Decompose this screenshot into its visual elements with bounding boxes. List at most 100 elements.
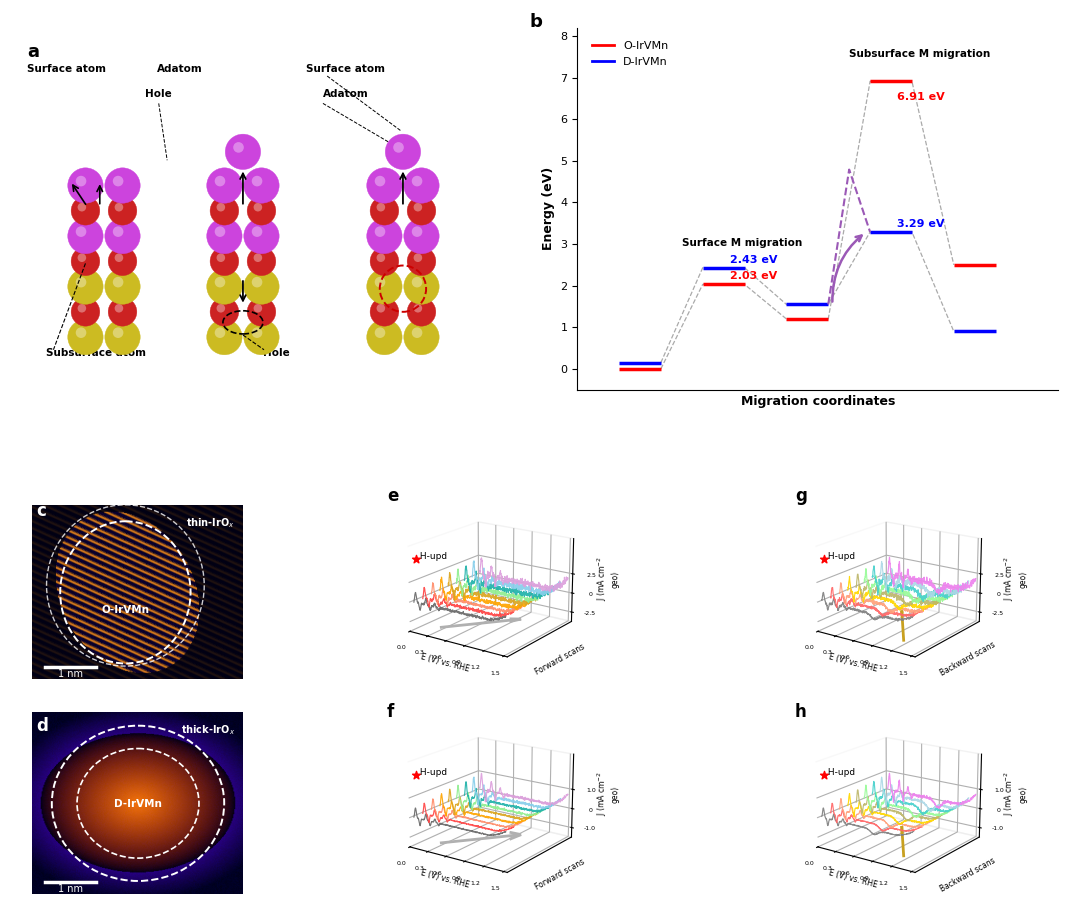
- Circle shape: [254, 203, 262, 211]
- Y-axis label: Energy (eV): Energy (eV): [542, 167, 555, 250]
- Text: Surface atom: Surface atom: [306, 64, 386, 74]
- Circle shape: [375, 277, 386, 288]
- Circle shape: [411, 176, 422, 186]
- Text: Surface M migration: Surface M migration: [681, 238, 802, 248]
- Circle shape: [226, 134, 260, 170]
- Circle shape: [367, 168, 402, 203]
- Circle shape: [211, 298, 239, 326]
- Y-axis label: Backward scans: Backward scans: [939, 856, 997, 893]
- Circle shape: [76, 327, 86, 338]
- Text: thin-IrO$_x$: thin-IrO$_x$: [186, 516, 234, 530]
- Circle shape: [112, 327, 123, 338]
- Circle shape: [71, 196, 99, 225]
- Circle shape: [411, 277, 422, 288]
- Circle shape: [414, 203, 422, 211]
- Circle shape: [407, 298, 436, 326]
- Circle shape: [76, 226, 86, 237]
- Circle shape: [370, 247, 399, 276]
- Text: Surface atom: Surface atom: [27, 64, 106, 74]
- Circle shape: [370, 298, 399, 326]
- Circle shape: [215, 327, 226, 338]
- Text: Subsurface atom: Subsurface atom: [45, 348, 146, 358]
- Text: f: f: [387, 703, 394, 720]
- Circle shape: [114, 304, 123, 313]
- Circle shape: [247, 298, 275, 326]
- Circle shape: [215, 226, 226, 237]
- Circle shape: [377, 203, 386, 211]
- Circle shape: [68, 219, 104, 254]
- Circle shape: [375, 226, 386, 237]
- Text: thick-IrO$_x$: thick-IrO$_x$: [180, 723, 234, 737]
- Circle shape: [108, 247, 137, 276]
- Circle shape: [68, 168, 104, 203]
- Circle shape: [105, 269, 140, 304]
- X-axis label: Migration coordinates: Migration coordinates: [741, 396, 895, 408]
- Circle shape: [206, 168, 242, 203]
- Circle shape: [216, 203, 225, 211]
- Circle shape: [112, 226, 123, 237]
- Circle shape: [367, 219, 402, 254]
- Circle shape: [370, 196, 399, 225]
- Text: Hole: Hole: [264, 348, 291, 358]
- Text: 2.03 eV: 2.03 eV: [730, 271, 778, 281]
- Circle shape: [377, 254, 386, 262]
- Circle shape: [252, 176, 262, 186]
- Circle shape: [252, 226, 262, 237]
- Circle shape: [404, 319, 440, 355]
- Circle shape: [216, 254, 225, 262]
- Circle shape: [233, 142, 244, 153]
- Circle shape: [254, 304, 262, 313]
- X-axis label: E (V) vs. RHE: E (V) vs. RHE: [420, 869, 471, 890]
- Circle shape: [68, 319, 104, 355]
- Circle shape: [367, 319, 402, 355]
- Y-axis label: Backward scans: Backward scans: [939, 640, 997, 678]
- Circle shape: [78, 203, 86, 211]
- Text: 1 nm: 1 nm: [58, 668, 83, 679]
- Circle shape: [247, 196, 275, 225]
- Text: Subsurface M migration: Subsurface M migration: [849, 49, 990, 59]
- Circle shape: [254, 254, 262, 262]
- Circle shape: [108, 298, 137, 326]
- Circle shape: [247, 247, 275, 276]
- Circle shape: [78, 304, 86, 313]
- Circle shape: [367, 269, 402, 304]
- Text: a: a: [27, 42, 39, 61]
- Circle shape: [105, 319, 140, 355]
- Text: b: b: [529, 13, 542, 31]
- Circle shape: [375, 327, 386, 338]
- Circle shape: [206, 219, 242, 254]
- Circle shape: [407, 247, 436, 276]
- Circle shape: [114, 254, 123, 262]
- X-axis label: E (V) vs. RHE: E (V) vs. RHE: [828, 869, 878, 890]
- Text: Adatom: Adatom: [323, 89, 368, 99]
- Text: 2.43 eV: 2.43 eV: [730, 254, 778, 265]
- Text: 1 nm: 1 nm: [58, 884, 83, 894]
- Text: D-IrVMn: D-IrVMn: [114, 799, 162, 809]
- Circle shape: [411, 327, 422, 338]
- Text: O-IrVMn: O-IrVMn: [102, 605, 149, 615]
- Circle shape: [105, 219, 140, 254]
- Circle shape: [71, 247, 99, 276]
- Y-axis label: Forward scans: Forward scans: [534, 857, 586, 892]
- Text: Hole: Hole: [146, 89, 172, 99]
- Circle shape: [112, 176, 123, 186]
- Circle shape: [211, 247, 239, 276]
- Y-axis label: Forward scans: Forward scans: [534, 642, 586, 677]
- Circle shape: [244, 269, 279, 304]
- Text: h: h: [795, 703, 807, 720]
- Circle shape: [108, 196, 137, 225]
- Circle shape: [114, 203, 123, 211]
- Circle shape: [244, 219, 279, 254]
- Circle shape: [375, 176, 386, 186]
- Circle shape: [252, 327, 262, 338]
- Circle shape: [411, 226, 422, 237]
- Circle shape: [76, 176, 86, 186]
- Text: 6.91 eV: 6.91 eV: [897, 92, 945, 102]
- Circle shape: [112, 277, 123, 288]
- Circle shape: [215, 277, 226, 288]
- Circle shape: [414, 304, 422, 313]
- Text: Adatom: Adatom: [157, 64, 203, 74]
- X-axis label: E (V) vs. RHE: E (V) vs. RHE: [420, 653, 471, 674]
- Circle shape: [211, 196, 239, 225]
- Circle shape: [105, 168, 140, 203]
